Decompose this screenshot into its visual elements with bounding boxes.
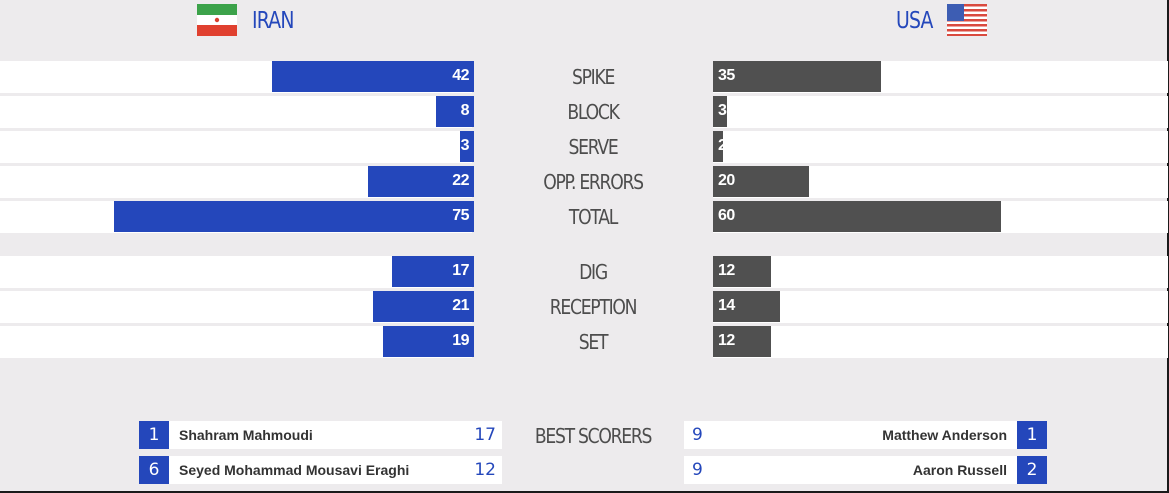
bar-value-usa: 20	[718, 172, 735, 189]
bar-value-usa: 35	[718, 67, 735, 84]
row-track-right	[713, 291, 1168, 323]
bar-value-usa: 60	[718, 207, 735, 224]
player-number: 6	[139, 456, 169, 484]
stat-label-total: TOTAL	[568, 205, 618, 229]
bar-value-iran: 19	[452, 332, 469, 349]
stat-label-block: BLOCK	[567, 100, 619, 124]
stat-row-serve: 3 SERVE 2	[0, 131, 1169, 163]
player-points: 9	[692, 425, 703, 445]
bar-value-iran: 22	[452, 172, 469, 189]
bar-value-iran: 75	[452, 207, 469, 224]
row-track-right	[713, 131, 1168, 163]
bar-usa-reception: 14	[713, 291, 780, 322]
team-name-usa: USA	[896, 8, 933, 34]
stat-label-opp-errors: OPP. ERRORS	[543, 170, 644, 194]
bar-value-iran: 21	[452, 297, 469, 314]
player-number: 2	[1017, 456, 1047, 484]
stat-row-dig: 17 DIG 12	[0, 256, 1169, 288]
scorer-row-iran-1: 1 Shahram Mahmoudi 17	[139, 421, 502, 449]
stat-label-reception: RECEPTION	[549, 295, 638, 319]
bar-value-iran: 3	[460, 137, 470, 154]
bar-iran-opp-errors: 22	[368, 166, 474, 197]
bar-value-usa: 12	[718, 332, 735, 349]
row-track-right	[713, 256, 1168, 288]
frame-border-right	[1167, 0, 1169, 493]
bar-usa-opp-errors: 20	[713, 166, 809, 197]
bar-value-iran: 8	[460, 102, 470, 119]
bar-usa-block: 3	[713, 96, 727, 127]
bar-usa-total: 60	[713, 201, 1001, 232]
usa-flag-icon	[947, 4, 987, 36]
scorer-row-usa-1: 9 Matthew Anderson 1	[684, 421, 1047, 449]
bar-iran-dig: 17	[392, 256, 474, 287]
bar-usa-dig: 12	[713, 256, 771, 287]
player-name: Aaron Russell	[912, 462, 1007, 478]
player-points: 9	[692, 460, 703, 480]
bar-value-usa: 3	[718, 102, 727, 119]
bar-iran-reception: 21	[373, 291, 474, 322]
stat-row-reception: 21 RECEPTION 14	[0, 291, 1169, 323]
player-name: Seyed Mohammad Mousavi Eraghi	[179, 462, 410, 478]
bar-usa-set: 12	[713, 326, 771, 357]
bar-iran-total: 75	[114, 201, 474, 232]
stat-row-spike: 42 SPIKE 35	[0, 61, 1169, 93]
iran-flag-icon	[197, 4, 237, 36]
row-track-right	[713, 96, 1168, 128]
bar-iran-set: 19	[383, 326, 474, 357]
player-number: 1	[1017, 421, 1047, 449]
player-points: 17	[474, 425, 496, 445]
stat-row-opp-errors: 22 OPP. ERRORS 20	[0, 166, 1169, 198]
bar-value-usa: 2	[718, 137, 727, 154]
row-track-left	[0, 131, 472, 163]
bar-iran-block: 8	[436, 96, 474, 127]
bar-value-usa: 14	[718, 297, 735, 314]
stat-label-dig: DIG	[579, 260, 608, 284]
team-name-iran: IRAN	[252, 8, 294, 34]
stat-label-serve: SERVE	[568, 135, 619, 159]
bar-usa-serve: 2	[713, 131, 727, 162]
bar-iran-spike: 42	[272, 61, 474, 92]
player-points: 12	[474, 460, 496, 480]
stat-label-set: SET	[578, 330, 609, 354]
best-scorers-label: BEST SCORERS	[534, 424, 653, 448]
stat-row-set: 19 SET 12	[0, 326, 1169, 358]
stat-label-spike: SPIKE	[571, 65, 615, 89]
bar-value-iran: 42	[452, 67, 469, 84]
frame-border-bottom	[0, 491, 1169, 493]
player-number: 1	[139, 421, 169, 449]
row-track-left	[0, 96, 472, 128]
player-name: Shahram Mahmoudi	[179, 427, 313, 443]
bar-iran-serve: 3	[460, 131, 474, 162]
bar-value-iran: 17	[452, 262, 469, 279]
bar-usa-spike: 35	[713, 61, 881, 92]
stat-row-block: 8 BLOCK 3	[0, 96, 1169, 128]
stat-row-total: 75 TOTAL 60	[0, 201, 1169, 233]
scorer-row-iran-2: 6 Seyed Mohammad Mousavi Eraghi 12	[139, 456, 502, 484]
scorer-row-usa-2: 9 Aaron Russell 2	[684, 456, 1047, 484]
bar-value-usa: 12	[718, 262, 735, 279]
row-track-right	[713, 326, 1168, 358]
player-name: Matthew Anderson	[882, 427, 1007, 443]
